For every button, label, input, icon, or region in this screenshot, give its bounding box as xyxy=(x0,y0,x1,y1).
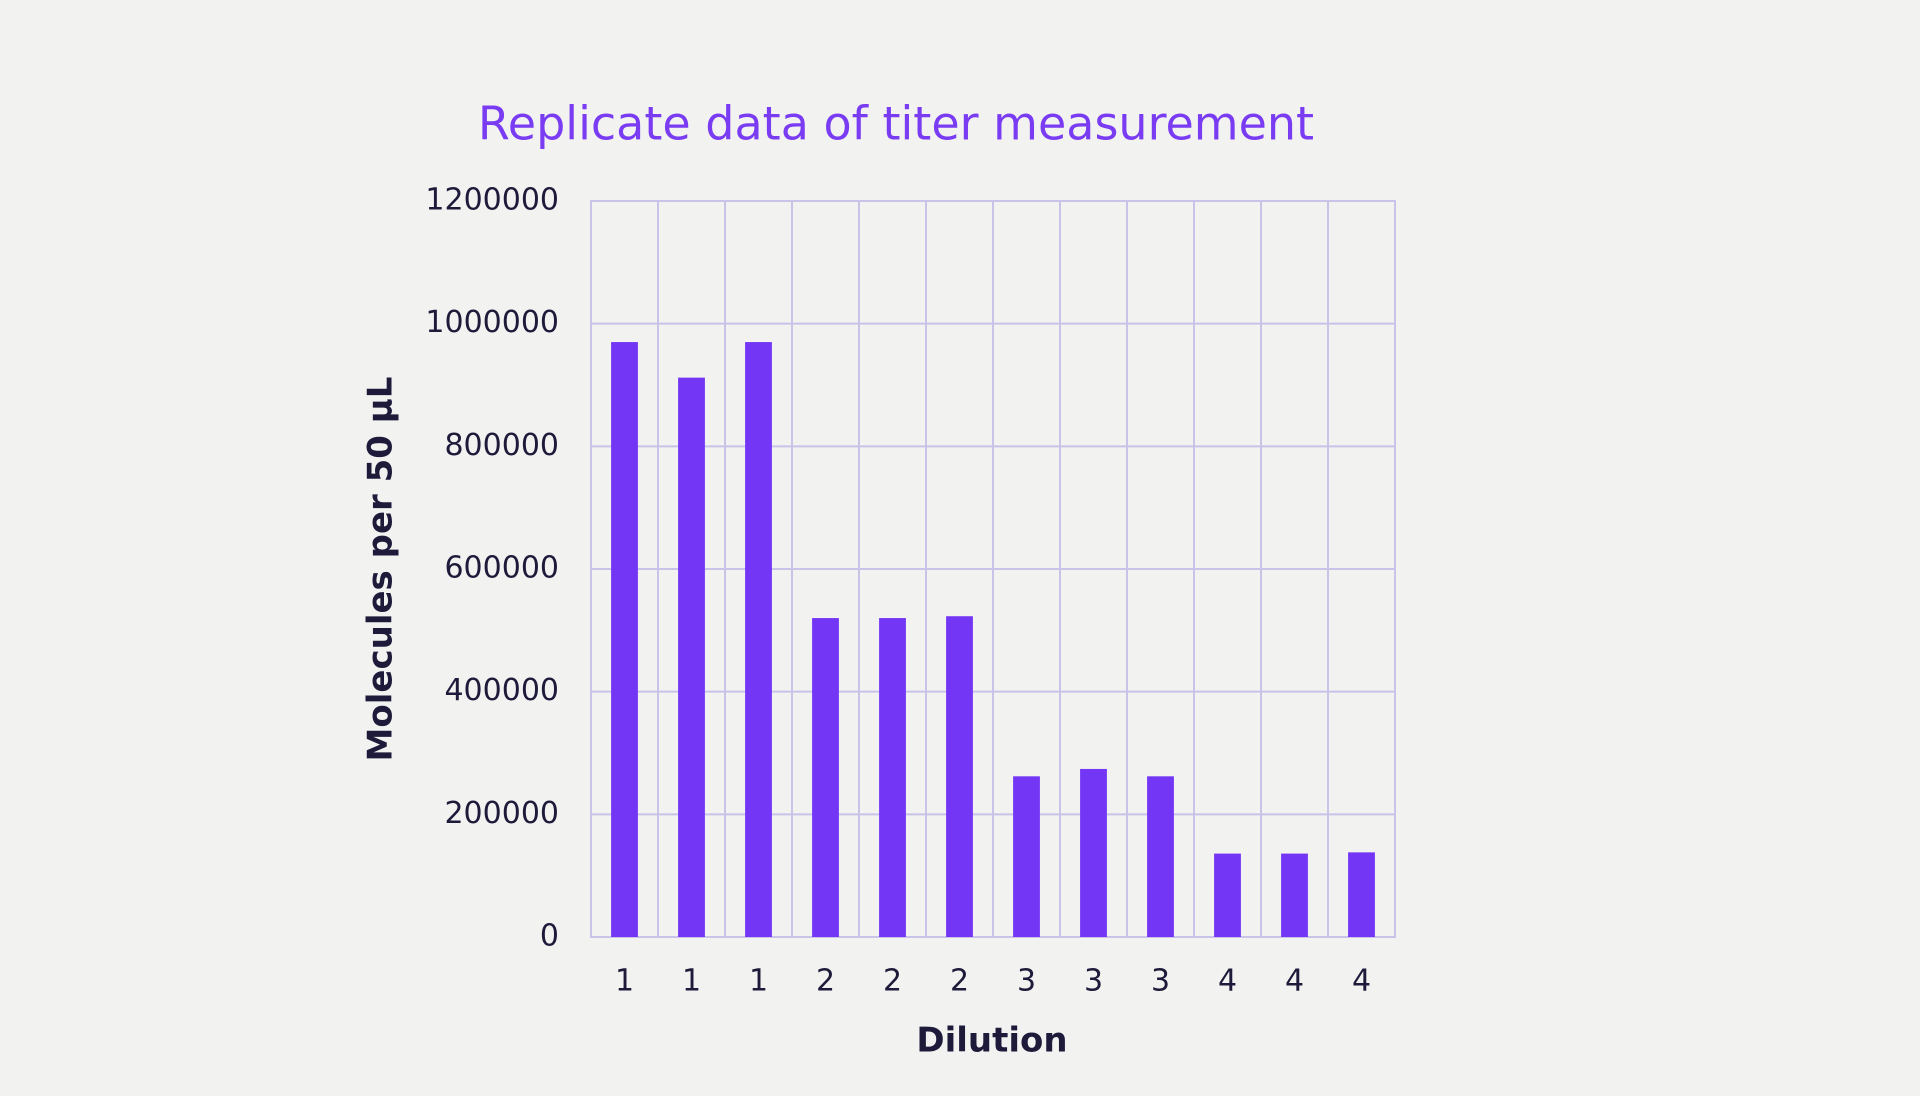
y-tick-label: 600000 xyxy=(444,551,559,586)
bar xyxy=(1348,852,1375,937)
bar xyxy=(1080,768,1107,937)
bar xyxy=(745,342,772,938)
x-axis-label: Dilution xyxy=(916,1021,1067,1061)
chart-title: Replicate data of titer measurement xyxy=(478,97,1314,151)
bar xyxy=(879,618,906,937)
x-tick-label: 2 xyxy=(883,964,902,999)
bar xyxy=(812,618,839,937)
bar xyxy=(946,616,973,937)
x-tick-label: 4 xyxy=(1352,964,1371,999)
x-tick-label: 3 xyxy=(1151,964,1170,999)
y-tick-label: 1200000 xyxy=(425,183,559,218)
y-tick-label: 800000 xyxy=(444,428,559,463)
y-tick-label: 1000000 xyxy=(425,305,559,340)
bar xyxy=(678,377,705,937)
y-tick-label: 0 xyxy=(540,919,559,954)
x-tick-label: 1 xyxy=(615,964,634,999)
x-tick-label: 3 xyxy=(1017,964,1036,999)
x-tick-label: 4 xyxy=(1218,964,1237,999)
bar xyxy=(1281,853,1308,937)
y-tick-label: 400000 xyxy=(444,673,559,708)
x-tick-label: 2 xyxy=(816,964,835,999)
x-tick-label: 4 xyxy=(1285,964,1304,999)
y-tick-label: 200000 xyxy=(444,796,559,831)
y-axis-label: Molecules per 50 µL xyxy=(361,377,401,762)
bar xyxy=(1214,853,1241,937)
x-tick-label: 2 xyxy=(950,964,969,999)
plot-border xyxy=(590,200,1396,938)
bar xyxy=(1147,776,1174,937)
x-tick-label: 1 xyxy=(749,964,768,999)
x-tick-label: 1 xyxy=(682,964,701,999)
bar xyxy=(1013,776,1040,937)
bar xyxy=(611,342,638,938)
x-tick-label: 3 xyxy=(1084,964,1103,999)
